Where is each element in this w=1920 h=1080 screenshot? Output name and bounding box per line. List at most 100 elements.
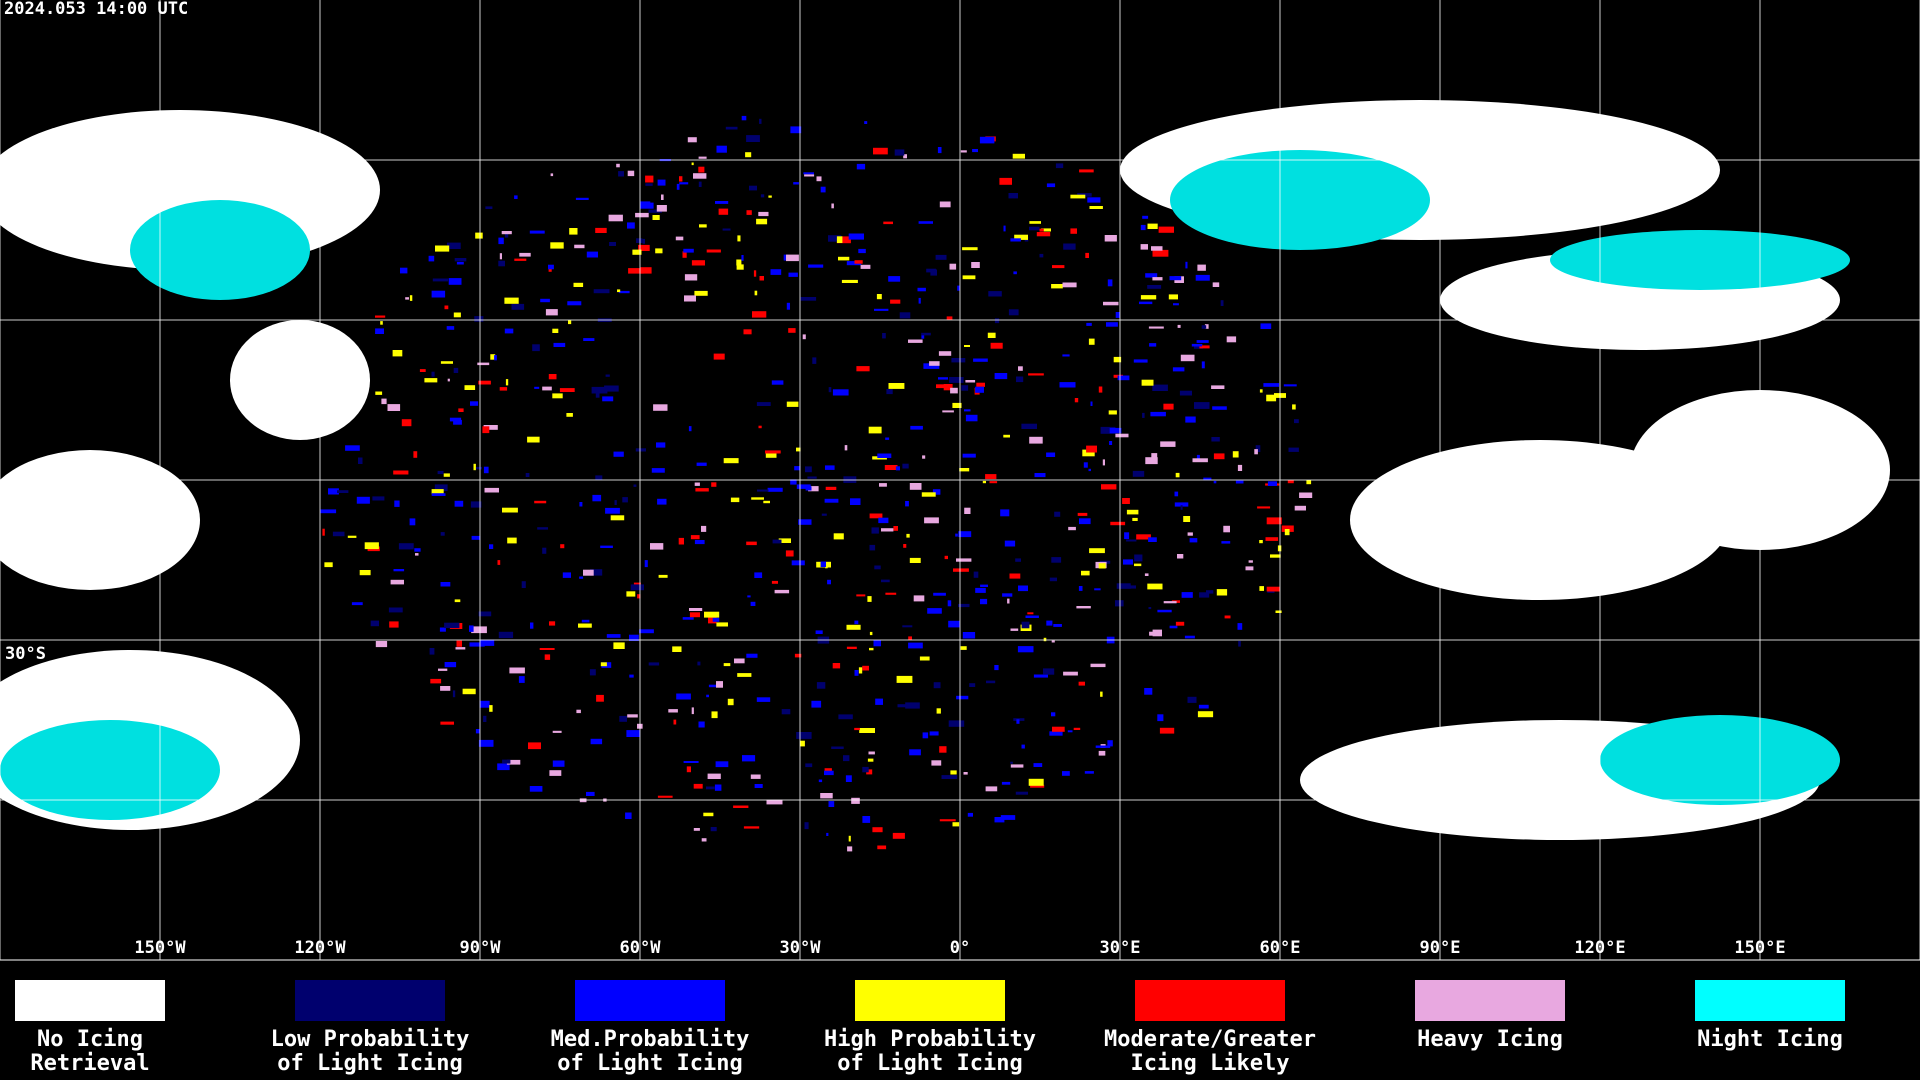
- icing-speck: [1158, 226, 1174, 233]
- icing-speck: [882, 333, 886, 339]
- icing-speck: [923, 363, 940, 369]
- icing-speck: [820, 561, 826, 568]
- icing-speck: [878, 517, 889, 524]
- icing-speck: [799, 740, 805, 747]
- icing-speck: [1147, 285, 1162, 289]
- icing-speck: [1010, 761, 1013, 764]
- icing-speck: [1029, 221, 1041, 224]
- icing-speck: [698, 156, 707, 159]
- icing-speck: [962, 275, 976, 280]
- icing-speck: [750, 774, 761, 779]
- longitude-label: 150°W: [134, 938, 186, 958]
- icing-speck: [586, 791, 595, 796]
- icing-speck: [1148, 326, 1164, 329]
- icing-speck: [698, 181, 702, 187]
- icing-speck: [856, 594, 866, 597]
- icing-speck: [1198, 704, 1209, 709]
- icing-speck: [703, 812, 714, 817]
- icing-speck: [1157, 714, 1164, 722]
- icing-speck: [629, 634, 639, 641]
- legend-label: Retrieval: [30, 1051, 149, 1076]
- icing-speck: [737, 235, 741, 242]
- icing-speck: [608, 214, 623, 222]
- icing-speck: [668, 709, 678, 713]
- icing-speck: [1224, 615, 1231, 619]
- night-cloud: [1550, 230, 1850, 290]
- icing-speck: [862, 665, 869, 671]
- icing-speck: [741, 115, 747, 121]
- icing-speck: [768, 195, 772, 198]
- icing-speck: [1134, 563, 1142, 567]
- icing-speck: [364, 542, 379, 550]
- icing-speck: [909, 749, 921, 756]
- icing-speck: [549, 770, 562, 776]
- icing-speck: [409, 295, 413, 301]
- icing-speck: [1000, 509, 1010, 517]
- icing-speck: [469, 625, 474, 632]
- icing-speck: [1133, 359, 1148, 363]
- icing-speck: [1216, 589, 1228, 596]
- icing-speck: [1284, 529, 1290, 536]
- icing-speck: [444, 662, 457, 668]
- icing-speck: [913, 595, 925, 602]
- icing-speck: [788, 272, 798, 277]
- icing-speck: [1051, 712, 1056, 717]
- icing-speck: [455, 647, 466, 650]
- icing-speck: [479, 639, 495, 646]
- icing-speck: [772, 539, 782, 544]
- icing-speck: [550, 242, 564, 249]
- icing-speck: [1144, 688, 1153, 695]
- icing-speck: [933, 592, 946, 596]
- icing-speck: [1157, 609, 1172, 613]
- icing-speck: [832, 663, 841, 669]
- icing-speck: [1206, 590, 1214, 594]
- icing-speck: [1306, 480, 1312, 485]
- icing-speck: [742, 755, 756, 762]
- icing-speck: [794, 653, 802, 658]
- icing-speck: [1266, 586, 1280, 592]
- icing-speck: [796, 447, 801, 452]
- icing-speck: [1029, 226, 1040, 231]
- icing-speck: [652, 215, 660, 220]
- icing-speck: [375, 328, 384, 334]
- icing-speck: [1052, 265, 1065, 269]
- icing-speck: [942, 410, 954, 413]
- icing-speck: [676, 693, 691, 700]
- icing-speck: [683, 761, 699, 763]
- icing-speck: [440, 721, 454, 725]
- icing-speck: [786, 302, 790, 310]
- icing-speck: [1046, 183, 1056, 188]
- icing-speck: [1008, 193, 1018, 199]
- icing-speck: [498, 260, 505, 267]
- icing-speck: [918, 221, 933, 224]
- icing-speck: [906, 533, 910, 538]
- icing-speck: [499, 387, 508, 391]
- icing-speck: [964, 507, 971, 514]
- legend-swatch: [295, 980, 445, 1021]
- icing-speck: [632, 249, 642, 255]
- icing-speck: [617, 289, 621, 293]
- icing-speck: [419, 369, 426, 372]
- icing-speck: [843, 755, 850, 762]
- icing-speck: [902, 463, 909, 469]
- icing-speck: [475, 466, 482, 470]
- longitude-label: 0°: [950, 938, 970, 958]
- icing-speck: [876, 294, 882, 300]
- icing-speck: [956, 558, 972, 562]
- icing-speck: [1018, 585, 1028, 592]
- icing-speck: [798, 519, 812, 525]
- icing-speck: [971, 262, 980, 268]
- icing-speck: [1142, 412, 1145, 418]
- night-cloud: [1600, 715, 1840, 805]
- icing-speck: [687, 137, 697, 143]
- icing-speck: [716, 622, 728, 627]
- icing-speck: [1145, 273, 1158, 278]
- icing-speck: [975, 587, 986, 593]
- icing-speck: [858, 248, 866, 254]
- longitude-label: 60°W: [620, 938, 662, 958]
- icing-speck: [938, 377, 948, 380]
- icing-speck: [754, 572, 763, 578]
- icing-speck: [679, 176, 683, 182]
- icing-speck: [437, 470, 444, 475]
- icing-speck: [765, 450, 781, 454]
